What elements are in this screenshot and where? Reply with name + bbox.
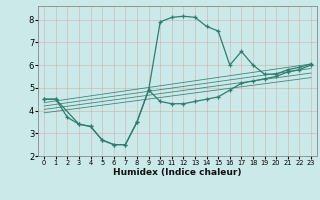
- X-axis label: Humidex (Indice chaleur): Humidex (Indice chaleur): [113, 168, 242, 177]
